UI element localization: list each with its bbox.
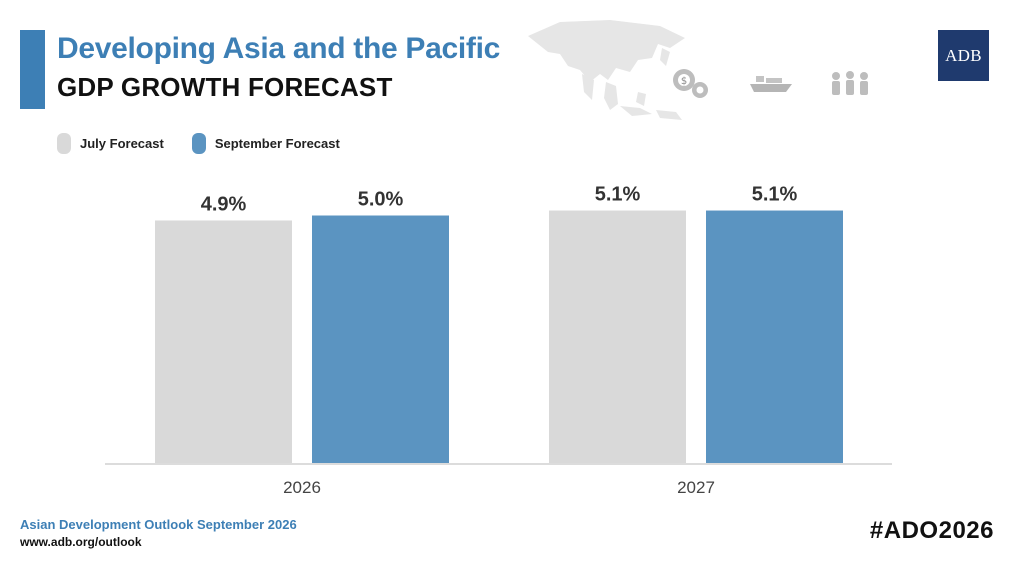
x-tick-label-2027: 2027 bbox=[677, 478, 715, 497]
data-label-2026-september: 5.0% bbox=[358, 189, 404, 211]
adb-logo: ADB bbox=[938, 30, 989, 81]
bar-2026-july bbox=[155, 220, 292, 464]
bar-chart: 4.9% 5.0% 2026 5.1% 5.1% 2027 bbox=[105, 184, 892, 497]
footer-url[interactable]: www.adb.org/outlook bbox=[20, 535, 142, 549]
legend-item-july: July Forecast bbox=[57, 133, 164, 154]
x-tick-label-2026: 2026 bbox=[283, 478, 321, 497]
bar-2026-september bbox=[312, 215, 449, 464]
cargo-ship-icon bbox=[750, 76, 792, 92]
title-accent-bar bbox=[20, 30, 45, 109]
data-label-2027-july: 5.1% bbox=[595, 184, 641, 206]
legend-swatch-july bbox=[57, 133, 71, 154]
gears-dollar-icon: $ bbox=[673, 69, 708, 98]
bar-2027-september bbox=[706, 210, 843, 464]
legend-item-september: September Forecast bbox=[191, 133, 340, 154]
legend-swatch-september bbox=[191, 133, 206, 154]
asia-pacific-map-icon bbox=[528, 20, 685, 120]
footer-publication: Asian Development Outlook September 2026 bbox=[20, 517, 297, 532]
svg-text:$: $ bbox=[681, 76, 687, 87]
chart-legend: July Forecast September Forecast bbox=[57, 133, 368, 154]
legend-label-september: September Forecast bbox=[214, 136, 340, 151]
data-label-2026-july: 4.9% bbox=[201, 193, 247, 215]
footer-hashtag: #ADO2026 bbox=[869, 517, 994, 544]
people-group-icon bbox=[832, 71, 868, 95]
bar-2027-july bbox=[549, 210, 686, 464]
page-title: Developing Asia and the Pacific bbox=[57, 32, 501, 65]
legend-label-july: July Forecast bbox=[80, 136, 164, 151]
page-subtitle: GDP GROWTH FORECAST bbox=[57, 72, 393, 102]
data-label-2027-september: 5.1% bbox=[752, 184, 798, 206]
